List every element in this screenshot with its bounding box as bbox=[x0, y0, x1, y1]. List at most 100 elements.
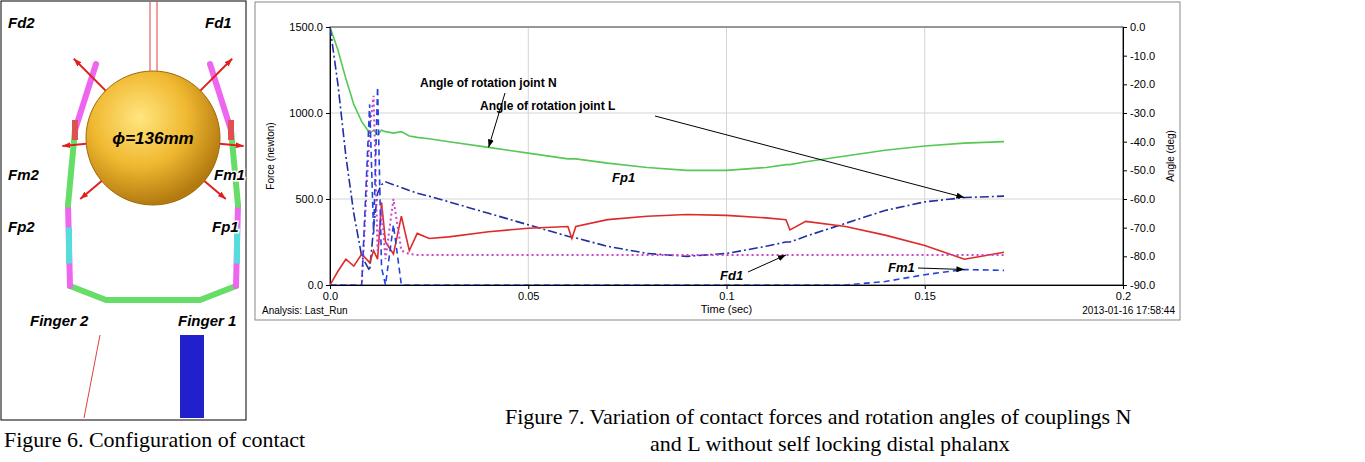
y-tick-mark bbox=[326, 285, 330, 286]
plot-frame bbox=[330, 27, 1123, 285]
finger-link bbox=[72, 120, 78, 140]
y2-tick-mark bbox=[1123, 113, 1127, 114]
grid-line bbox=[528, 27, 529, 285]
grid bbox=[330, 27, 1123, 285]
panel-frame bbox=[1, 1, 246, 420]
force-label: Fp2 bbox=[8, 218, 35, 235]
y2-tick-label: -30.0 bbox=[1130, 107, 1155, 119]
y2-tick-mark bbox=[1123, 170, 1127, 171]
y-tick-label: 500.0 bbox=[295, 193, 323, 205]
grid-line bbox=[726, 27, 727, 285]
palm bbox=[180, 335, 204, 418]
series-label: Fm1 bbox=[888, 260, 915, 275]
finger-link bbox=[68, 205, 70, 286]
force-arrow bbox=[62, 144, 86, 146]
finger-label: Finger 2 bbox=[30, 312, 89, 329]
finger-link bbox=[200, 286, 236, 300]
x-tick: 0.1 bbox=[719, 285, 734, 302]
chart-frame bbox=[255, 2, 1180, 320]
y2-tick: -20.0 bbox=[1123, 78, 1155, 90]
y2-tick-label: -80.0 bbox=[1130, 250, 1155, 262]
caption: Figure 7. Variation of contact forces an… bbox=[505, 404, 1132, 429]
x-tick-label: 0.2 bbox=[1116, 290, 1131, 302]
annotations: Angle of rotation joint N Angle of rotati… bbox=[420, 76, 964, 283]
y-tick: 0.0 bbox=[308, 279, 330, 291]
grid-line bbox=[330, 113, 1123, 114]
force-label: Fp1 bbox=[212, 218, 239, 235]
series-line bbox=[330, 202, 1004, 285]
finger-base bbox=[106, 297, 200, 303]
series-group bbox=[330, 27, 1004, 285]
y2-tick: 0.0 bbox=[1123, 21, 1145, 33]
x-tick-label: 0.15 bbox=[915, 290, 936, 302]
y2-tick-mark bbox=[1123, 256, 1127, 257]
series-label: Fp1 bbox=[612, 170, 635, 185]
guide-line bbox=[150, 2, 151, 71]
x-tick-label: 0.1 bbox=[719, 290, 734, 302]
guide-line bbox=[157, 2, 158, 71]
y2-axis-title: Angle (deg) bbox=[1165, 130, 1176, 182]
finger-label: Finger 1 bbox=[178, 312, 236, 329]
y2-tick-label: -40.0 bbox=[1130, 136, 1155, 148]
y2-axis: 0.0-10.0-20.0-30.0-40.0-50.0-60.0-70.0-8… bbox=[1123, 21, 1155, 291]
x-axis: 0.00.050.10.150.2 bbox=[323, 285, 1131, 302]
x-tick: 0.0 bbox=[323, 285, 338, 302]
leader-arrow bbox=[748, 255, 786, 272]
caption: Figure 6. Configuration of contact bbox=[4, 427, 305, 452]
y2-axis-line bbox=[1124, 28, 1128, 286]
series-line bbox=[330, 87, 1004, 285]
x-tick-label: 0.0 bbox=[323, 290, 338, 302]
force-arrow bbox=[220, 144, 244, 146]
y2-tick-label: -20.0 bbox=[1130, 78, 1155, 90]
y-tick-mark bbox=[326, 113, 330, 114]
y-axis-title: Force (newton) bbox=[265, 122, 276, 189]
force-arrow bbox=[204, 181, 225, 199]
force-label: Fd1 bbox=[205, 14, 232, 31]
y2-tick-label: -90.0 bbox=[1130, 279, 1155, 291]
y-axis-line bbox=[326, 28, 331, 286]
force-arrow bbox=[200, 59, 232, 91]
footer-note: 2013-01-16 17:58:44 bbox=[1082, 305, 1175, 316]
x-tick: 0.15 bbox=[915, 285, 936, 302]
force-label: Fd2 bbox=[8, 14, 35, 31]
x-tick-mark bbox=[925, 285, 926, 289]
finger-link bbox=[66, 228, 72, 264]
y2-tick: -80.0 bbox=[1123, 250, 1155, 262]
y2-tick: -30.0 bbox=[1123, 107, 1155, 119]
y2-tick-mark bbox=[1123, 27, 1127, 28]
caption: and L without self locking distal phalan… bbox=[650, 431, 1010, 456]
series-label: Fd1 bbox=[720, 268, 743, 283]
y2-tick-label: -70.0 bbox=[1130, 222, 1155, 234]
force-label: Fm2 bbox=[8, 166, 40, 183]
x-axis-line bbox=[331, 286, 1124, 290]
finger-link bbox=[228, 120, 234, 140]
series-line bbox=[330, 27, 1004, 170]
y2-tick: -70.0 bbox=[1123, 222, 1155, 234]
x-tick-mark bbox=[528, 285, 529, 289]
y-tick: 500.0 bbox=[295, 193, 330, 205]
y-tick-mark bbox=[326, 199, 330, 200]
series-line bbox=[330, 96, 1004, 285]
series-label: Angle of rotation joint L bbox=[480, 99, 615, 113]
y2-tick: -60.0 bbox=[1123, 193, 1155, 205]
series-line bbox=[330, 27, 1004, 271]
y-tick: 1000.0 bbox=[289, 107, 330, 119]
y2-tick-mark bbox=[1123, 56, 1127, 57]
figure-6: Fd2Fd1Fm2Fm1Fp2Fp1ϕ=136mmFinger 2Finger … bbox=[1, 1, 246, 420]
captions: Figure 6. Configuration of contact Figure… bbox=[4, 404, 1132, 456]
y-tick-label: 1500.0 bbox=[289, 21, 323, 33]
guide-line bbox=[84, 335, 100, 418]
y-tick-label: 1000.0 bbox=[289, 107, 323, 119]
y2-tick: -10.0 bbox=[1123, 50, 1155, 62]
series-label: Angle of rotation joint N bbox=[420, 76, 557, 90]
x-axis-title: Time (sec) bbox=[701, 303, 753, 315]
y-axis: 0.0 500.0 1000.0 1500.0 bbox=[289, 21, 330, 291]
leader-arrow bbox=[655, 116, 964, 198]
y-tick-label: 0.0 bbox=[308, 279, 323, 291]
sphere-label: ϕ=136mm bbox=[112, 129, 193, 148]
y2-tick: -40.0 bbox=[1123, 136, 1155, 148]
y2-tick-mark bbox=[1123, 142, 1127, 143]
finger-link bbox=[75, 64, 96, 130]
force-arrow bbox=[74, 59, 106, 91]
finger-link bbox=[70, 286, 106, 300]
